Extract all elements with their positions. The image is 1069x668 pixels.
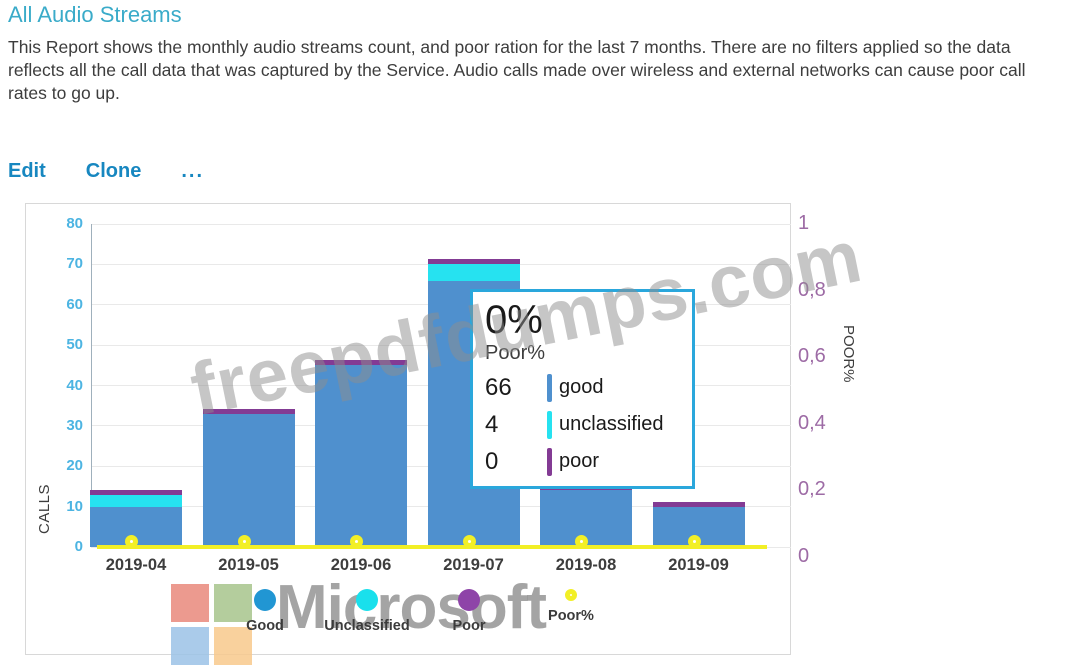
logo-square-orange bbox=[214, 627, 252, 665]
poor-legend-icon bbox=[458, 589, 480, 611]
report-actions: Edit Clone ... bbox=[8, 160, 204, 183]
bar-segment-poor-2019-05 bbox=[202, 408, 295, 414]
right-axis-tick: 0,4 bbox=[798, 411, 826, 434]
left-axis-tick: 10 bbox=[66, 497, 83, 515]
bar-segment-unclassified-2019-04 bbox=[90, 494, 182, 507]
good-swatch-icon bbox=[547, 373, 552, 402]
poor-percent-marker bbox=[237, 535, 251, 548]
unclassified-legend-icon bbox=[356, 589, 378, 611]
gridline bbox=[91, 263, 791, 265]
legend-label: Poor% bbox=[548, 608, 594, 624]
poor-percent-line bbox=[97, 545, 767, 549]
unclassified-swatch-icon bbox=[547, 410, 552, 439]
bar-segment-poor-2019-06 bbox=[315, 360, 407, 366]
poor-pct-legend-icon bbox=[565, 589, 577, 601]
left-axis-tick: 60 bbox=[66, 295, 83, 313]
logo-square-green bbox=[214, 584, 252, 622]
chart-legend: Good Unclassified Poor Poor% bbox=[214, 589, 622, 634]
tooltip-unclassified-value: 4 bbox=[485, 410, 499, 438]
legend-label: Unclassified bbox=[324, 618, 410, 634]
plot-area: 80 70 60 50 40 30 20 10 0 2019-04 2019-05 2019-06 20… bbox=[66, 215, 791, 574]
y-axis-line bbox=[91, 224, 92, 547]
poor-swatch-icon bbox=[547, 447, 552, 476]
left-axis-tick: 70 bbox=[66, 255, 83, 273]
left-axis-tick: 40 bbox=[66, 376, 83, 394]
right-axis-title: POOR% bbox=[840, 325, 857, 383]
left-axis-tick: 80 bbox=[66, 215, 83, 232]
legend-item-good[interactable]: Good bbox=[214, 589, 316, 634]
legend-item-poor[interactable]: Poor bbox=[418, 589, 520, 634]
left-axis-tick: 30 bbox=[66, 416, 83, 434]
bar-segment-good-2019-06 bbox=[315, 365, 407, 547]
logo-square-red bbox=[171, 584, 209, 622]
report-description: This Report shows the monthly audio stre… bbox=[8, 37, 1026, 103]
x-axis-label: 2019-06 bbox=[330, 556, 392, 574]
bar-segment-unclassified-2019-07 bbox=[427, 264, 520, 281]
legend-item-unclassified[interactable]: Unclassified bbox=[316, 589, 418, 634]
poor-percent-marker bbox=[575, 535, 588, 548]
clone-button[interactable]: Clone bbox=[85, 160, 142, 182]
chart-tooltip: 0% Poor% 66 good 4 unclassified 0 poor bbox=[470, 289, 695, 489]
x-axis-label: 2019-09 bbox=[668, 556, 729, 574]
bar-segment-poor-2019-07 bbox=[427, 259, 520, 265]
gridline bbox=[91, 223, 791, 225]
legend-label: Good bbox=[246, 618, 284, 634]
right-axis-tick: 0,2 bbox=[798, 478, 826, 500]
right-axis: 1 0,8 0,6 0,4 0,2 0 bbox=[798, 212, 858, 572]
right-axis-tick: 1 bbox=[798, 212, 810, 234]
bar-segment-poor-2019-04 bbox=[90, 489, 182, 495]
tooltip-poor-label: poor bbox=[559, 450, 600, 472]
more-options-button[interactable]: ... bbox=[181, 160, 205, 182]
right-axis-tick: 0,8 bbox=[798, 278, 826, 301]
legend-item-poor-pct[interactable]: Poor% bbox=[520, 589, 622, 634]
tooltip-good-value: 66 bbox=[485, 373, 512, 401]
x-axis-label: 2019-04 bbox=[105, 556, 167, 574]
bar-segment-poor-2019-09 bbox=[652, 501, 745, 507]
poor-percent-marker bbox=[687, 535, 701, 548]
tooltip-subhead: Poor% bbox=[485, 342, 546, 364]
tooltip-poor-percent: 0% bbox=[485, 298, 543, 342]
microsoft-watermark-text: Microsoft bbox=[276, 573, 547, 642]
x-axis-label: 2019-07 bbox=[443, 556, 504, 574]
edit-button[interactable]: Edit bbox=[8, 160, 46, 182]
right-axis-tick: 0 bbox=[798, 544, 810, 567]
microsoft-logo-icon bbox=[171, 584, 252, 665]
tooltip-row-good: 66 good bbox=[485, 369, 680, 406]
good-legend-icon bbox=[254, 589, 276, 611]
tooltip-good-label: good bbox=[559, 376, 604, 398]
x-axis-label: 2019-08 bbox=[555, 556, 617, 574]
poor-percent-marker bbox=[462, 535, 476, 548]
poor-percent-marker bbox=[125, 535, 138, 548]
tooltip-row-unclassified: 4 unclassified bbox=[485, 406, 680, 443]
poor-percent-marker bbox=[350, 535, 363, 548]
bar-segment-good-2019-05 bbox=[202, 413, 295, 547]
legend-label: Poor bbox=[452, 618, 486, 634]
right-axis-tick: 0,6 bbox=[798, 345, 826, 367]
logo-square-blue bbox=[171, 627, 209, 665]
left-axis-tick: 0 bbox=[74, 538, 83, 555]
left-axis-tick: 20 bbox=[66, 457, 83, 475]
page-title: All Audio Streams bbox=[8, 2, 182, 27]
x-axis-label: 2019-05 bbox=[218, 556, 279, 574]
left-axis-tick: 50 bbox=[66, 336, 83, 354]
tooltip-row-poor: 0 poor bbox=[485, 443, 680, 480]
tooltip-unclassified-label: unclassified bbox=[559, 413, 664, 435]
tooltip-poor-value: 0 bbox=[485, 447, 499, 475]
